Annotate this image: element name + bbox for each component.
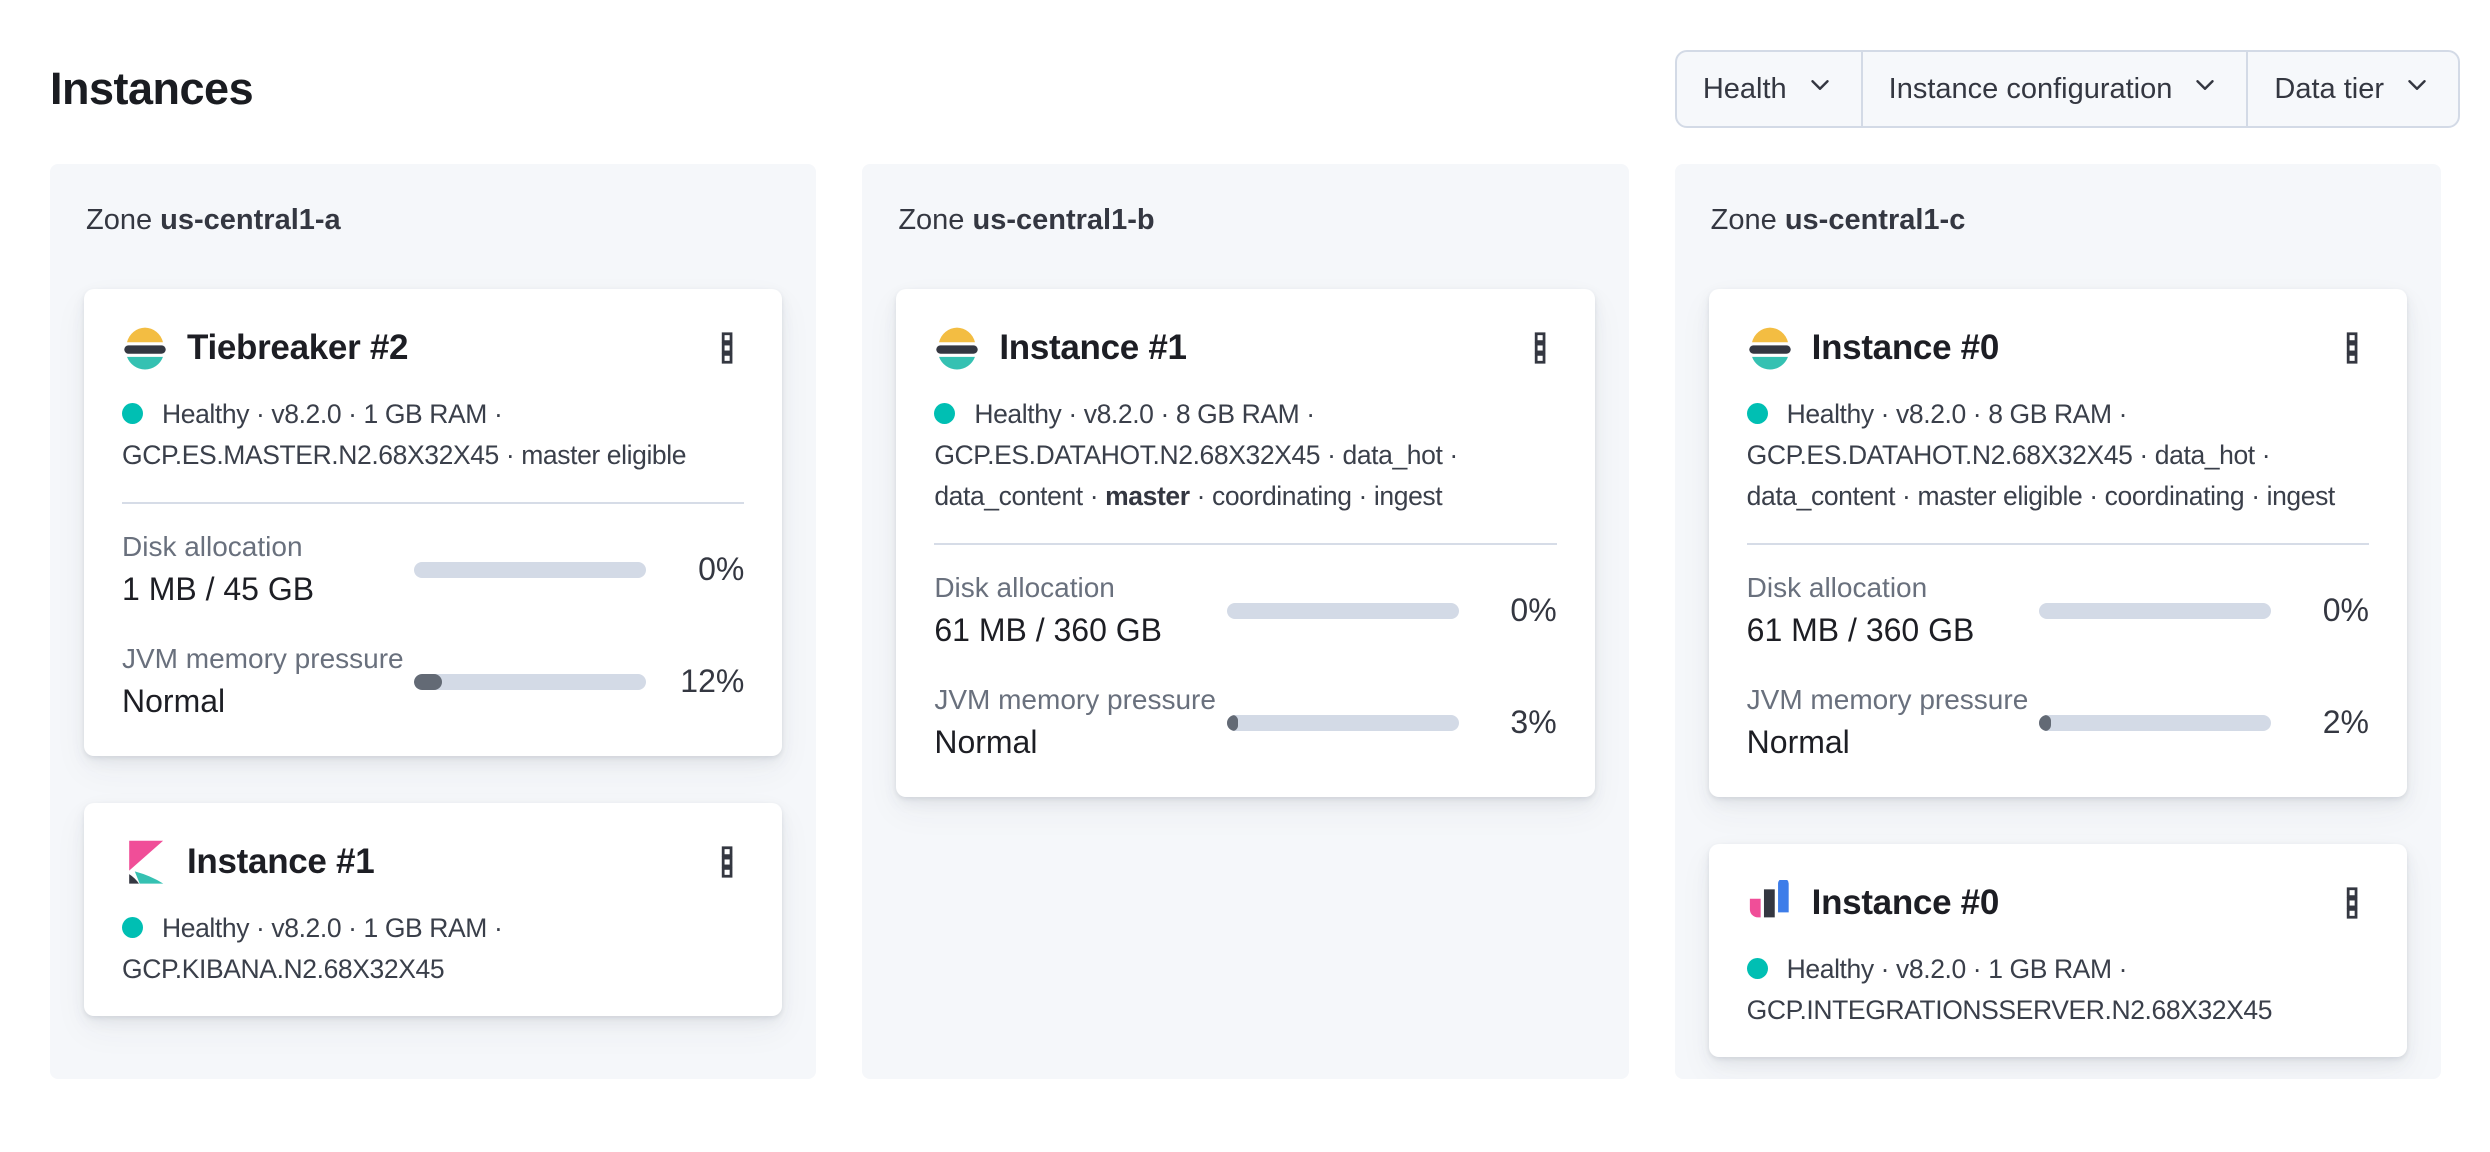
card-title: Instance #0 (1811, 328, 2000, 367)
progress-fill (414, 673, 443, 690)
health-status-dot (934, 403, 956, 424)
page-title: Instances (50, 63, 254, 114)
metric-percent: 0% (698, 551, 745, 587)
elasticsearch-logo-icon (1747, 325, 1793, 371)
metric-jvm-memory-pressure: JVM memory pressure Normal 3% (934, 684, 1556, 761)
health-status-line: Healthy · v8.2.0 · 1 GB RAM · GCP.KIBANA… (122, 913, 503, 984)
node-role-master: master (1105, 481, 1190, 511)
instance-card-kibana-1: Instance #1 Healthy · v8.2.0 · 1 GB RAM … (84, 803, 783, 1016)
metric-label: Disk allocation (934, 572, 1115, 603)
instance-card-es-0: Instance #0 Healthy · v8.2.0 · 8 GB RAM … (1708, 289, 2407, 797)
card-divider (122, 502, 745, 504)
filter-button-health[interactable]: Health (1677, 52, 1861, 126)
kebab-menu-button[interactable] (2335, 886, 2369, 920)
metric-label: Disk allocation (122, 531, 303, 562)
kibana-logo-icon (122, 839, 168, 885)
progress-bar (414, 673, 647, 690)
health-status-dot (122, 403, 143, 424)
instance-card-integrations-server-0: Instance #0 Healthy · v8.2.0 · 1 GB RAM … (1708, 844, 2407, 1057)
metric-label: JVM memory pressure (934, 684, 1216, 715)
elasticsearch-logo-icon (122, 325, 168, 371)
health-status-line: Healthy · v8.2.0 · 8 GB RAM · GCP.ES.DAT… (934, 399, 1458, 511)
metric-label: JVM memory pressure (1746, 684, 2029, 715)
chevron-down-icon (1805, 70, 1835, 108)
instance-card-tiebreaker-2: Tiebreaker #2 Healthy · v8.2.0 · 1 GB RA… (84, 289, 783, 756)
boxes-vertical-icon (1534, 332, 1546, 364)
metric-label: Disk allocation (1746, 572, 1928, 603)
card-title: Tiebreaker #2 (187, 328, 409, 367)
metric-value: 61 MB / 360 GB (1746, 612, 1975, 648)
progress-fill (1226, 714, 1239, 731)
progress-bar (1226, 714, 1459, 731)
kebab-menu-button[interactable] (1523, 331, 1557, 365)
metric-value: 1 MB / 45 GB (122, 571, 315, 607)
kebab-menu-button[interactable] (710, 845, 744, 879)
health-status-line: Healthy · v8.2.0 · 1 GB RAM · GCP.ES.MAS… (122, 399, 687, 470)
filter-button-health-label: Health (1702, 72, 1787, 105)
zone-label: Zone us-central1-c (1710, 204, 1966, 236)
health-status-dot (1746, 958, 1768, 979)
zone-name: us-central1-c (1784, 204, 1966, 236)
page-header: Instances Health Instance configuration … (50, 50, 2460, 128)
progress-bar (1226, 602, 1459, 619)
progress-fill (2039, 714, 2051, 731)
card-divider (934, 543, 1557, 545)
health-status-dot (1746, 403, 1768, 424)
kebab-menu-button[interactable] (2335, 331, 2369, 365)
health-status-line: Healthy · v8.2.0 · 8 GB RAM · GCP.ES.DAT… (1746, 399, 2335, 511)
metric-value: Normal (1746, 724, 1850, 760)
metric-percent: 0% (2322, 592, 2369, 628)
metric-percent: 12% (680, 663, 745, 699)
metric-value: 61 MB / 360 GB (934, 612, 1162, 648)
boxes-vertical-icon (2346, 332, 2358, 364)
card-title: Instance #0 (1811, 883, 2000, 922)
progress-bar (2039, 602, 2272, 619)
elasticsearch-logo-icon (934, 325, 980, 371)
zone-name: us-central1-b (972, 204, 1155, 236)
metric-label: JVM memory pressure (122, 643, 404, 674)
metric-value: Normal (122, 683, 226, 719)
metric-disk-allocation: Disk allocation 61 MB / 360 GB 0% (934, 572, 1556, 649)
boxes-vertical-icon (722, 332, 733, 364)
zone-panel-us-central1-c: Zone us-central1-c Instance #0 (1674, 164, 2441, 1079)
filter-button-data-tier-label: Data tier (2274, 72, 2384, 105)
metric-percent: 0% (1510, 592, 1557, 628)
health-status-dot (122, 917, 143, 938)
metric-disk-allocation: Disk allocation 1 MB / 45 GB 0% (122, 531, 744, 608)
card-title: Instance #1 (999, 328, 1187, 367)
card-divider (1746, 543, 2369, 545)
zones-row: Zone us-central1-a Tiebreaker #2 (50, 164, 2441, 1079)
boxes-vertical-icon (722, 846, 733, 878)
health-status-line: Healthy · v8.2.0 · 1 GB RAM · GCP.INTEGR… (1746, 954, 2273, 1025)
zone-label: Zone us-central1-b (898, 204, 1155, 236)
metric-value: Normal (934, 724, 1038, 760)
chevron-down-icon (2190, 70, 2220, 108)
progress-bar (414, 561, 647, 578)
metric-jvm-memory-pressure: JVM memory pressure Normal 2% (1747, 684, 2369, 761)
filter-button-data-tier[interactable]: Data tier (2246, 52, 2458, 126)
filter-button-instance-configuration-label: Instance configuration (1888, 72, 2173, 105)
zone-panel-us-central1-b: Zone us-central1-b Instance #1 (862, 164, 1629, 1079)
kebab-menu-button[interactable] (710, 331, 744, 365)
zone-name: us-central1-a (160, 204, 341, 236)
zone-label: Zone us-central1-a (86, 204, 341, 236)
filter-group: Health Instance configuration Data tier (1674, 50, 2460, 128)
zone-panel-us-central1-a: Zone us-central1-a Tiebreaker #2 (50, 164, 817, 1079)
chevron-down-icon (2402, 70, 2432, 108)
metric-percent: 3% (1510, 704, 1557, 740)
boxes-vertical-icon (2346, 887, 2358, 919)
filter-button-instance-configuration[interactable]: Instance configuration (1860, 52, 2247, 126)
metric-percent: 2% (2322, 704, 2369, 740)
progress-bar (2039, 714, 2272, 731)
instance-card-es-1: Instance #1 Healthy · v8.2.0 · 8 GB RAM … (896, 289, 1595, 797)
integrations-server-logo-icon (1747, 878, 1793, 926)
metric-disk-allocation: Disk allocation 61 MB / 360 GB 0% (1747, 572, 2369, 649)
metric-jvm-memory-pressure: JVM memory pressure Normal 12% (122, 643, 744, 720)
card-title: Instance #1 (187, 842, 375, 881)
